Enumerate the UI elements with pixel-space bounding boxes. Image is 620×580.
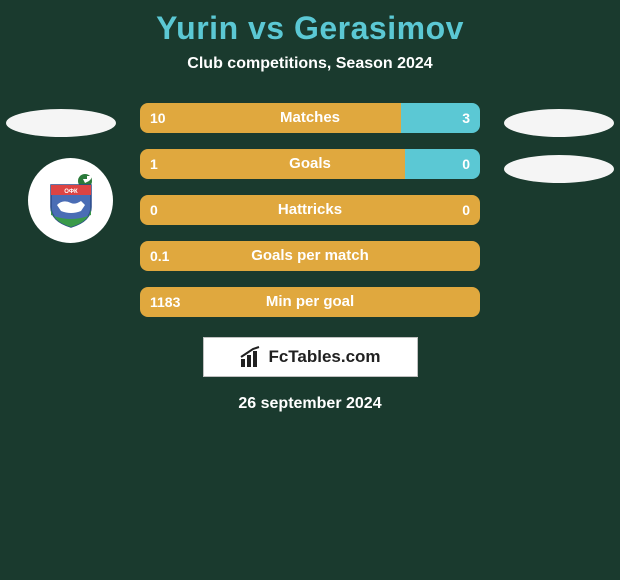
- subtitle: Club competitions, Season 2024: [0, 55, 620, 73]
- player-right-placeholder-2: [504, 155, 614, 183]
- stat-value-right: 0: [452, 195, 480, 225]
- date-label: 26 september 2024: [0, 395, 620, 413]
- club-logo: ОФК: [28, 158, 113, 243]
- stat-row: 0.1Goals per match: [140, 241, 480, 271]
- stat-row: 1183Min per goal: [140, 287, 480, 317]
- shield-icon: ОФК: [41, 171, 101, 231]
- stat-label: Hattricks: [140, 195, 480, 225]
- page-title: Yurin vs Gerasimov: [0, 0, 620, 47]
- brand-text: FcTables.com: [268, 347, 380, 367]
- stat-row: 10Matches3: [140, 103, 480, 133]
- stat-row: 0Hattricks0: [140, 195, 480, 225]
- stat-label: Goals: [140, 149, 480, 179]
- stat-label: Matches: [140, 103, 480, 133]
- stat-value-right: 0: [452, 149, 480, 179]
- player-left-placeholder-1: [6, 109, 116, 137]
- stat-rows-container: 10Matches31Goals00Hattricks00.1Goals per…: [140, 103, 480, 317]
- stat-label: Goals per match: [140, 241, 480, 271]
- brand-box[interactable]: FcTables.com: [203, 337, 418, 377]
- comparison-area: ОФК 10Matches31Goals00Hattricks00.1Goals…: [0, 103, 620, 317]
- chart-icon: [239, 345, 263, 369]
- player-right-placeholder-1: [504, 109, 614, 137]
- stat-label: Min per goal: [140, 287, 480, 317]
- stat-row: 1Goals0: [140, 149, 480, 179]
- svg-text:ОФК: ОФК: [64, 189, 78, 195]
- stat-value-right: 3: [452, 103, 480, 133]
